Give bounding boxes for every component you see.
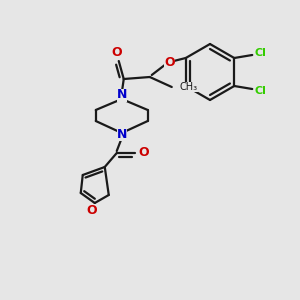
Text: Cl: Cl	[254, 48, 266, 58]
Text: N: N	[117, 128, 127, 140]
Text: O: O	[138, 146, 149, 158]
Text: Cl: Cl	[254, 86, 266, 96]
Text: CH₃: CH₃	[180, 82, 198, 92]
Text: N: N	[117, 88, 127, 101]
Text: O: O	[111, 46, 122, 59]
Text: O: O	[164, 56, 175, 70]
Text: O: O	[86, 203, 97, 217]
